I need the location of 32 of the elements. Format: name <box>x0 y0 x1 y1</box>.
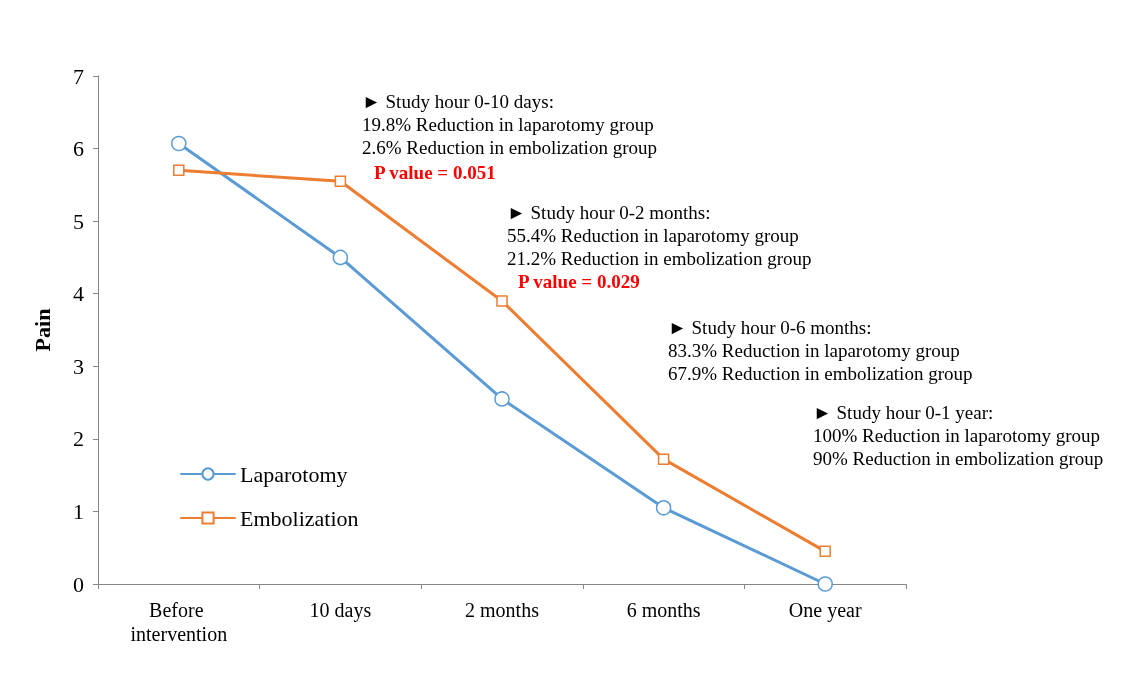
legend-label: Laparotomy <box>240 461 348 487</box>
x-tick-label: 10 days <box>309 599 372 622</box>
x-tick-label: 6 months <box>626 599 701 621</box>
y-tick-label: 4 <box>73 281 84 307</box>
point <box>817 576 833 592</box>
y-axis-title: Pain <box>29 308 55 352</box>
annotation: P value = 0.029 <box>518 271 640 292</box>
point <box>655 500 672 516</box>
annotation: ► Study hour 0-1 year: 100% Reduction in laparotomy group 90% Reduction in embolization group <box>813 402 1104 469</box>
y-tick-label: 6 <box>73 136 84 162</box>
y-tick-label: 5 <box>73 208 84 234</box>
annotation: P value = 0.051 <box>374 162 496 183</box>
y-tick-label: 3 <box>73 353 84 379</box>
y-tick-label: 0 <box>73 571 84 597</box>
point <box>332 249 349 266</box>
point <box>334 175 347 187</box>
legend-label: Embolization <box>240 505 359 531</box>
point <box>819 545 831 558</box>
point <box>496 295 508 307</box>
annotation: ► Study hour 0-2 months: 55.4% Reduction in laparotomy group 21.2% Reduction in embolization group <box>507 202 812 269</box>
point <box>657 453 670 465</box>
x-tick-label: Before intervention <box>130 599 228 645</box>
y-tick-label: 7 <box>73 63 84 89</box>
y-tick-label: 2 <box>73 426 84 452</box>
point <box>173 164 185 177</box>
point <box>171 135 187 152</box>
annotation: ► Study hour 0-6 months: 83.3% Reduction in laparotomy group 67.9% Reduction in embolization group <box>668 317 973 384</box>
annotation: ► Study hour 0-10 days: 19.8% Reduction in laparotomy group 2.6% Reduction in embolization group <box>362 91 657 158</box>
y-tick-label: 1 <box>73 498 84 524</box>
point <box>494 391 510 407</box>
x-tick-label: One year <box>788 599 862 622</box>
x-tick-label: 2 months <box>465 599 540 621</box>
